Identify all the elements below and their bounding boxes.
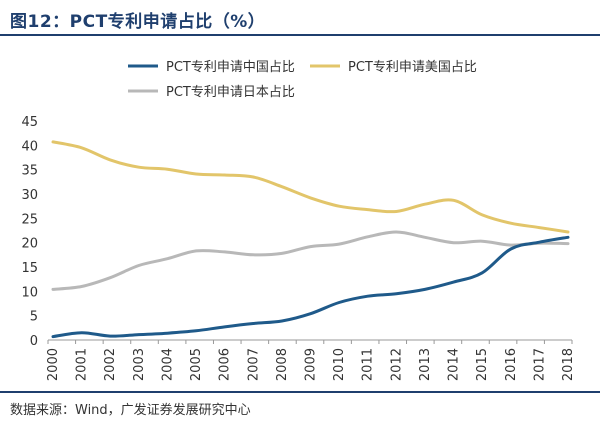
x-tick-label: 2011 bbox=[361, 348, 376, 381]
series-line-usa bbox=[51, 140, 570, 234]
x-tick-label: 2015 bbox=[475, 348, 490, 381]
x-tick-label: 2018 bbox=[561, 348, 576, 381]
legend-label: PCT专利申请日本占比 bbox=[166, 85, 295, 100]
source-note: 数据来源：Wind，广发证券发展研究中心 bbox=[10, 403, 251, 418]
series-group bbox=[51, 140, 570, 339]
figure-title: 图12：PCT专利申请占比（%） bbox=[10, 12, 266, 32]
line-chart: PCT专利申请中国占比 PCT专利申请美国占比 PCT专利申请日本占比 0 5 10 15… bbox=[21, 60, 576, 381]
y-axis: 0 5 10 15 20 25 30 35 40 45 bbox=[21, 115, 38, 349]
x-tick-label: 2000 bbox=[46, 348, 61, 381]
title-rule bbox=[0, 34, 600, 36]
x-tick-label: 2013 bbox=[418, 348, 433, 381]
legend-item-china: PCT专利申请中国占比 bbox=[128, 60, 295, 75]
y-tick-label: 45 bbox=[21, 115, 38, 130]
series-line-china bbox=[51, 235, 570, 339]
x-tick-label: 2006 bbox=[218, 348, 233, 381]
x-tick-label: 2012 bbox=[389, 348, 404, 381]
legend-item-usa: PCT专利申请美国占比 bbox=[310, 60, 477, 75]
x-tick-label: 2007 bbox=[246, 348, 261, 381]
legend: PCT专利申请中国占比 PCT专利申请美国占比 PCT专利申请日本占比 bbox=[128, 60, 477, 100]
y-tick-label: 10 bbox=[21, 285, 38, 300]
y-tick-label: 15 bbox=[21, 261, 38, 276]
x-tick-label: 2009 bbox=[304, 348, 319, 381]
x-tick-label: 2008 bbox=[275, 348, 290, 381]
y-tick-label: 30 bbox=[21, 188, 38, 203]
y-tick-label: 0 bbox=[30, 334, 38, 349]
y-tick-label: 25 bbox=[21, 212, 38, 227]
legend-label: PCT专利申请美国占比 bbox=[348, 60, 477, 75]
y-tick-label: 20 bbox=[21, 237, 38, 252]
legend-label: PCT专利申请中国占比 bbox=[166, 60, 295, 75]
y-tick-label: 35 bbox=[21, 164, 38, 179]
x-tick-label: 2004 bbox=[160, 348, 175, 381]
x-tick-label: 2010 bbox=[332, 348, 347, 381]
x-tick-label: 2001 bbox=[75, 348, 90, 381]
figure-title-bar: 图12：PCT专利申请占比（%） bbox=[0, 0, 600, 34]
x-tick-label: 2016 bbox=[504, 348, 519, 381]
y-tick-label: 40 bbox=[21, 139, 38, 154]
x-tick-label: 2005 bbox=[189, 348, 204, 381]
x-tick-label: 2003 bbox=[132, 348, 147, 381]
legend-item-japan: PCT专利申请日本占比 bbox=[128, 85, 295, 100]
x-tick-label: 2014 bbox=[447, 348, 462, 381]
x-axis: 2000 2001 2002 2003 2004 2005 2006 2007 2008 2009… bbox=[46, 339, 576, 381]
y-tick-label: 5 bbox=[30, 310, 38, 325]
series-line-japan bbox=[51, 230, 570, 291]
source-rule bbox=[0, 391, 600, 393]
x-tick-label: 2017 bbox=[532, 348, 547, 381]
x-tick-label: 2002 bbox=[103, 348, 118, 381]
